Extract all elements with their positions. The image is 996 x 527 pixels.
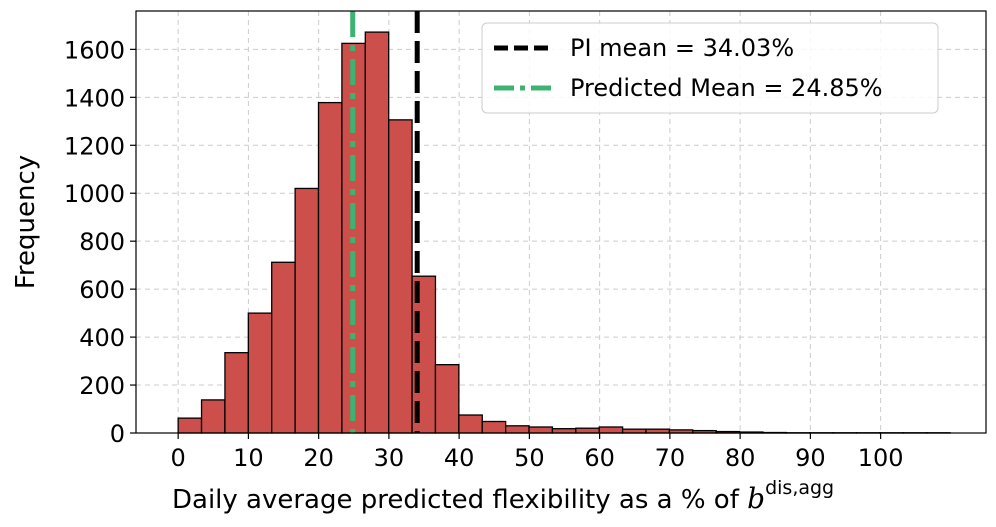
histogram-bar: [434, 364, 460, 434]
x-tick-label: 100: [858, 444, 904, 472]
histogram-bar: [317, 101, 343, 434]
histogram-bar: [364, 31, 390, 434]
x-tick-label: 70: [655, 444, 686, 472]
x-tick-label: 80: [725, 444, 756, 472]
histogram-bar: [224, 352, 249, 434]
y-tick-label: 600: [79, 276, 125, 304]
x-axis-ticks: 0 10 20 30 40 50 60 70 80 90 100: [171, 433, 904, 472]
legend-label-predicted-mean: Predicted Mean = 24.85%: [570, 74, 883, 102]
x-axis-label-text: Daily average predicted flexibility as a…: [172, 485, 747, 515]
x-tick-label: 60: [584, 444, 615, 472]
y-tick-label: 0: [110, 420, 125, 448]
x-tick-label: 90: [795, 444, 826, 472]
legend-label-pi-mean: PI mean = 34.03%: [570, 34, 794, 62]
x-tick-label: 10: [233, 444, 264, 472]
legend-box: [481, 22, 939, 114]
x-axis-label: Daily average predicted flexibility as a…: [172, 477, 834, 515]
x-tick-label: 30: [374, 444, 405, 472]
x-axis-label-superscript: dis,agg: [765, 477, 834, 499]
histogram-bar: [481, 420, 507, 434]
histogram-bar: [177, 417, 203, 434]
histogram-bar: [528, 426, 554, 434]
y-tick-label: 800: [79, 228, 125, 256]
histogram-bars: [177, 31, 951, 434]
y-tick-label: 400: [79, 324, 125, 352]
histogram-bar: [388, 119, 413, 434]
histogram-bar: [598, 426, 624, 434]
x-tick-label: 20: [303, 444, 334, 472]
y-axis-ticks: 0 200 400 600 800 1000 1200 1400 1600: [64, 36, 136, 448]
histogram-bar: [294, 187, 320, 434]
histogram-bar: [247, 312, 273, 434]
y-tick-label: 1000: [64, 180, 125, 208]
histogram-bar: [271, 261, 296, 434]
plot-frame: [135, 10, 987, 434]
histogram-bar: [575, 427, 600, 434]
y-axis-label: Frequency: [11, 155, 41, 289]
histogram-bar: [504, 425, 530, 434]
x-tick-label: 0: [171, 444, 186, 472]
y-tick-label: 1400: [64, 84, 125, 112]
y-tick-label: 1200: [64, 132, 125, 160]
x-tick-label: 50: [514, 444, 545, 472]
x-axis-label-symbol: b: [747, 482, 765, 515]
reference-lines: [350, 11, 420, 433]
y-tick-label: 200: [79, 372, 125, 400]
y-tick-label: 1600: [64, 36, 125, 64]
histogram-bar: [458, 414, 483, 434]
x-tick-label: 40: [444, 444, 475, 472]
histogram-bar: [551, 428, 577, 434]
legend: PI mean = 34.03% Predicted Mean = 24.85%: [481, 22, 939, 114]
histogram-bar: [200, 399, 226, 434]
